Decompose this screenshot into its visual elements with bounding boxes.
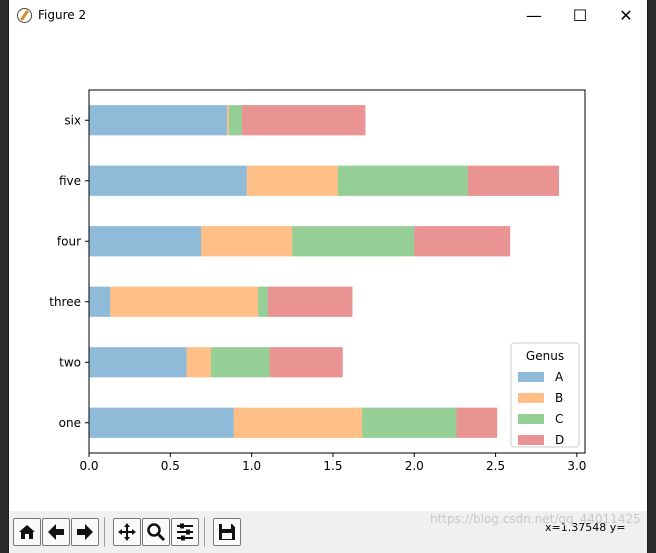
bar-five-D [467,165,559,196]
zoom-button[interactable] [142,518,170,546]
bar-two-A [89,347,187,378]
background-window-strip [0,0,8,553]
arrow-right-icon [77,524,93,540]
bar-one-C [362,407,457,438]
cursor-coordinates: x=1.37548 y= [545,521,626,534]
arrow-left-icon [48,524,64,540]
x-tick-label: 0.0 [79,459,98,473]
back-button[interactable] [42,518,70,546]
figure-window: Figure 2 — ☐ ✕ one two three four five six 0.0… [8,0,648,553]
toolbar-separator [104,517,105,547]
bar-four-C [292,226,415,257]
y-tick-label: four [57,234,81,248]
bar-five-B [246,165,338,196]
bar-two-B [186,347,211,378]
y-tick-label: five [59,174,81,188]
bar-one-A [89,407,234,438]
forward-button[interactable] [71,518,99,546]
zoom-icon [147,523,166,542]
save-icon [219,524,235,540]
sliders-icon [177,523,193,541]
bar-three-A [89,286,111,317]
x-tick-label: 1.0 [242,459,261,473]
x-tick-label: 2.0 [405,459,424,473]
legend-label-C: C [555,412,563,426]
y-tick-label: one [59,416,81,430]
bar-six-C [228,105,242,136]
bar-one-B [233,407,363,438]
legend-swatch-C [518,414,544,424]
bar-two-C [210,347,270,378]
bar-three-B [110,286,259,317]
bar-four-D [414,226,511,257]
matplotlib-logo-icon [17,8,32,23]
y-tick-label: two [59,355,81,369]
save-button[interactable] [213,518,241,546]
pan-button[interactable] [113,518,141,546]
figure-canvas[interactable]: one two three four five six 0.0 0.5 1.0 1.5 2.0 2.5… [9,31,649,511]
title-bar[interactable]: Figure 2 — ☐ ✕ [9,0,647,31]
x-tick-label: 3.0 [567,459,586,473]
y-tick-label: three [49,295,81,309]
home-icon [19,525,35,539]
toolbar-separator [204,517,205,547]
bar-six-B [227,105,229,136]
bar-five-A [89,165,247,196]
y-tick-label: six [64,113,81,127]
bar-one-D [456,407,498,438]
bar-four-B [201,226,293,257]
bar-six-A [89,105,228,136]
legend-label-D: D [555,433,564,447]
maximize-button[interactable]: ☐ [572,6,588,25]
x-tick-label: 0.5 [161,459,180,473]
x-tick-label: 2.5 [486,459,505,473]
bar-six-D [241,105,366,136]
bar-three-D [267,286,353,317]
legend-swatch-D [518,435,544,445]
legend-swatch-B [518,393,544,403]
watermark-text: https://blog.csdn.net/qq_44011425 [430,512,641,526]
plot-frame [88,89,586,454]
bar-two-D [269,347,343,378]
x-tick-label: 1.5 [323,459,342,473]
navigation-toolbar: x=1.37548 y= [9,511,647,553]
bar-three-C [258,286,268,317]
minimize-button[interactable]: — [526,6,542,25]
legend-label-B: B [555,391,563,405]
window-title: Figure 2 [38,8,87,22]
legend-title: Genus [526,349,564,363]
move-icon [118,523,136,541]
legend-label-A: A [555,370,564,384]
legend-swatch-A [518,372,544,382]
close-button[interactable]: ✕ [619,6,633,25]
bar-five-C [337,165,468,196]
configure-subplots-button[interactable] [171,518,199,546]
bar-four-A [89,226,202,257]
home-button[interactable] [13,518,41,546]
